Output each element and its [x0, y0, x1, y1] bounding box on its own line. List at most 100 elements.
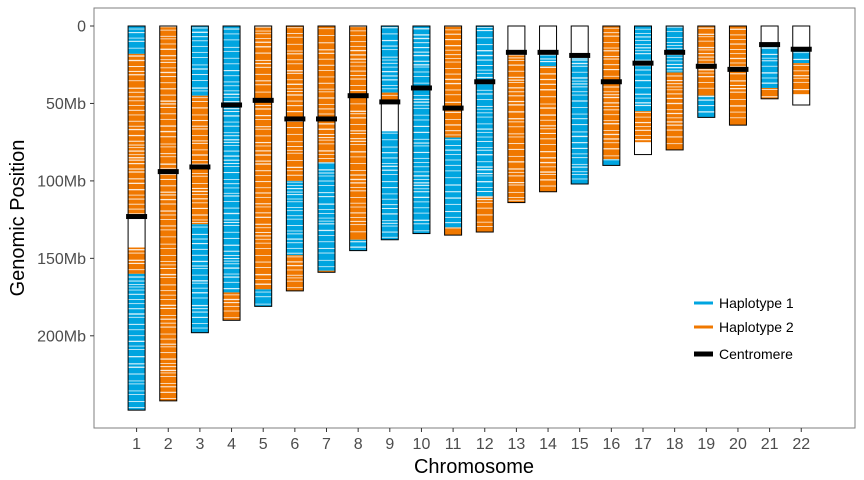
- gap-line: [507, 199, 525, 201]
- gap-line: [634, 50, 652, 52]
- gap-line: [444, 78, 462, 81]
- gap-line: [666, 47, 684, 49]
- gap-line: [444, 197, 462, 199]
- gap-line: [444, 216, 462, 218]
- gap-line: [286, 207, 304, 208]
- gap-line: [539, 107, 557, 109]
- gap-line: [476, 175, 494, 177]
- gap-line: [128, 269, 146, 271]
- gap-line: [128, 394, 146, 395]
- gap-line: [128, 59, 146, 62]
- gap-line: [349, 206, 367, 208]
- gap-line: [254, 227, 272, 229]
- gap-line: [381, 220, 399, 222]
- gap-line: [254, 46, 272, 48]
- x-tick-label: 19: [697, 436, 715, 453]
- gap-line: [254, 41, 272, 43]
- gap-line: [286, 127, 304, 129]
- gap-line: [507, 95, 525, 97]
- gap-line: [286, 287, 304, 289]
- x-tick-label: 10: [413, 436, 431, 453]
- gap-line: [223, 305, 241, 307]
- gap-line: [634, 28, 652, 30]
- x-axis: 1 2 3 4 5 6 7 8 9 10 11 12 13 14 15 16 17 18 19 20 21 22: [132, 428, 810, 453]
- gap-line: [318, 169, 335, 171]
- gap-line: [254, 160, 272, 162]
- gap-line: [191, 311, 209, 313]
- gap-line: [254, 291, 272, 293]
- gap-line: [223, 267, 241, 269]
- chromosome-outline: [317, 25, 336, 273]
- gap-line: [254, 242, 272, 244]
- gap-line: [159, 174, 177, 176]
- gap-line: [476, 190, 494, 193]
- chromosome-bars: [126, 25, 812, 411]
- gap-line: [159, 322, 177, 324]
- gap-line: [286, 43, 304, 45]
- haplotype-2-segment: [318, 270, 335, 273]
- gap-line: [191, 154, 209, 156]
- gap-line: [602, 130, 620, 131]
- gap-line: [223, 231, 241, 233]
- chromosome-outline: [760, 25, 779, 100]
- chromosome-9: [379, 25, 401, 241]
- gap-line: [128, 363, 146, 365]
- centromere-marker: [727, 66, 749, 72]
- gap-line: [159, 338, 177, 340]
- gap-line: [412, 162, 430, 163]
- gap-line: [381, 49, 399, 51]
- gap-line: [571, 62, 589, 65]
- gap-line: [571, 157, 589, 159]
- gap-line: [223, 115, 241, 117]
- gap-line: [476, 76, 494, 79]
- gap-line: [159, 366, 177, 368]
- gap-line: [507, 175, 525, 177]
- gap-line: [223, 276, 241, 278]
- haplotype-2-segment: [286, 255, 304, 291]
- chromosome-outline: [190, 25, 209, 334]
- chromosome-14: [537, 25, 559, 193]
- centromere-marker: [569, 52, 591, 58]
- gap-line: [128, 203, 146, 205]
- gap-line: [254, 52, 272, 54]
- gap-line: [191, 40, 209, 42]
- gap-line: [381, 187, 399, 189]
- gap-line: [318, 229, 335, 232]
- gap-line: [223, 63, 241, 65]
- gap-line: [128, 74, 146, 76]
- gap-line: [507, 148, 525, 150]
- gap-line: [729, 62, 747, 64]
- gap-line: [286, 149, 304, 151]
- gap-line: [223, 237, 241, 239]
- gap-line: [128, 286, 146, 288]
- haplotype-1-segment: [412, 26, 430, 234]
- gap-line: [159, 29, 177, 31]
- gap-line: [349, 138, 367, 140]
- gap-line: [223, 39, 241, 41]
- gap-line: [318, 49, 335, 51]
- gap-line: [792, 58, 810, 61]
- gap-line: [128, 32, 146, 34]
- gap-line: [191, 128, 209, 130]
- chromosome-outline: [159, 25, 178, 402]
- haplotype-1-segment: [191, 224, 209, 333]
- gap-line: [444, 94, 462, 96]
- gap-line: [349, 58, 367, 60]
- gap-line: [634, 32, 652, 34]
- gap-line: [318, 70, 335, 71]
- x-tick-label: 22: [792, 436, 810, 453]
- gap-line: [159, 163, 177, 165]
- haplotype-1-segment: [761, 47, 779, 88]
- gap-line: [381, 139, 399, 141]
- gap-line: [381, 169, 399, 171]
- gap-line: [159, 383, 177, 384]
- gap-line: [412, 166, 430, 168]
- gap-line: [159, 26, 177, 28]
- gap-line: [254, 279, 272, 280]
- gap-line: [159, 304, 177, 306]
- gap-line: [602, 64, 620, 66]
- chromosome-1: [126, 25, 148, 411]
- chromosome-13: [505, 25, 527, 204]
- gap-line: [539, 179, 557, 181]
- gap-line: [729, 39, 747, 40]
